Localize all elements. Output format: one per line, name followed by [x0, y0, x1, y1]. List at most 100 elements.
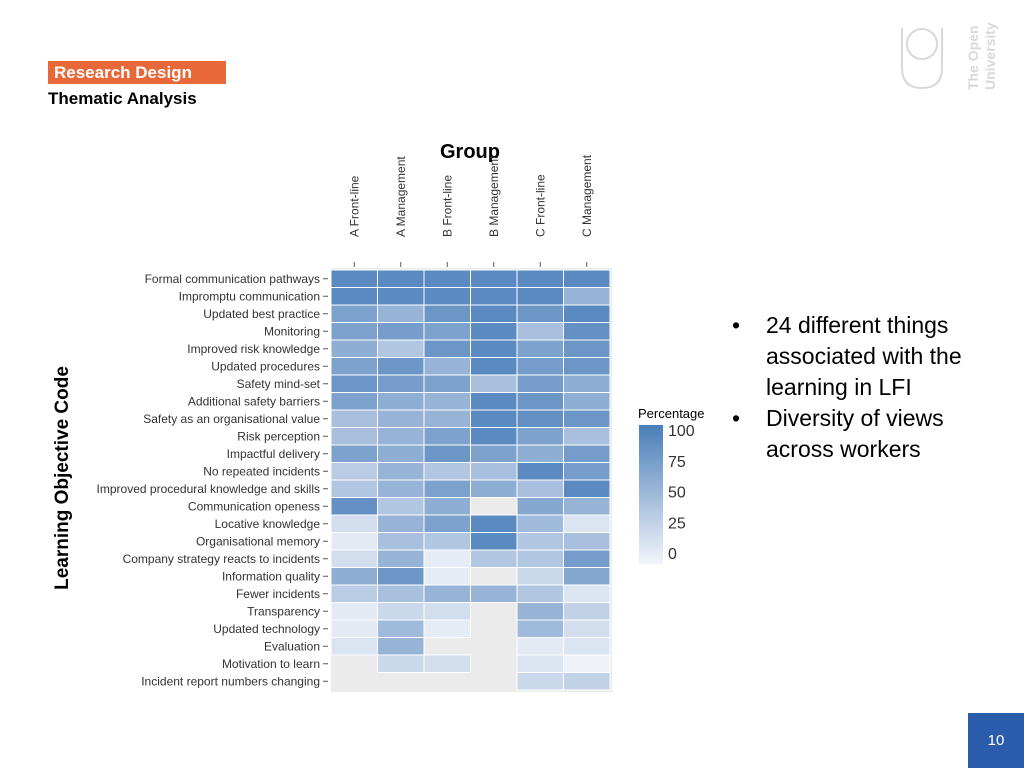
- heatmap-cell: [470, 392, 518, 411]
- x-tick-label: A Front-line: [347, 175, 361, 237]
- y-tick-label: Fewer incidents: [236, 587, 320, 601]
- section-label: Research Design: [48, 61, 226, 84]
- heatmap-cell: [423, 427, 471, 446]
- heatmap-cell: [563, 269, 611, 288]
- heatmap-cell: [377, 409, 425, 428]
- heatmap-cell: [563, 619, 611, 638]
- heatmap-cell: [377, 444, 425, 463]
- x-tick-labels: A Front-line A Management B Front-line B Ma…: [347, 154, 594, 267]
- heatmap-cell: [377, 287, 425, 306]
- heatmap-cell: [330, 409, 378, 428]
- heatmap-cell: [330, 584, 378, 603]
- legend-title: Percentage: [638, 406, 705, 421]
- heatmap-cell: [377, 584, 425, 603]
- heatmap-cell: [377, 322, 425, 341]
- heatmap-cell: [423, 444, 471, 463]
- y-tick-label: Updated procedures: [211, 359, 320, 373]
- heatmap-cell: [330, 357, 378, 376]
- bullet-text: 24 different things associated with the …: [766, 312, 962, 400]
- heatmap-cell: [516, 357, 564, 376]
- heatmap-cell: [516, 619, 564, 638]
- heatmap-cell: [377, 549, 425, 568]
- heatmap-cell: [470, 269, 518, 288]
- heatmap-cell: [330, 619, 378, 638]
- y-tick-label: Improved procedural knowledge and skills: [97, 482, 320, 496]
- heatmap-cell: [563, 339, 611, 358]
- y-tick-label: Risk perception: [237, 429, 320, 443]
- x-tick-label: A Management: [394, 156, 408, 237]
- y-tick-label: Organisational memory: [196, 534, 320, 548]
- heatmap-chart: Group Learning Objective Code A Front-li…: [52, 141, 705, 692]
- heatmap-cell: [563, 479, 611, 498]
- heatmap-cell: [563, 322, 611, 341]
- y-tick-label: Communication openess: [188, 499, 320, 513]
- heatmap-cell: [330, 444, 378, 463]
- legend-color-bar: [639, 425, 663, 565]
- heatmap-cell: [563, 462, 611, 481]
- y-tick-label: Impactful delivery: [227, 447, 320, 461]
- heatmap-cell: [330, 497, 378, 516]
- heatmap-cell: [423, 462, 471, 481]
- heatmap-cell: [516, 409, 564, 428]
- heatmap-cell: [330, 339, 378, 358]
- y-tick-label: Evaluation: [264, 639, 320, 653]
- heatmap-cell: [470, 462, 518, 481]
- heatmap-cell: [470, 339, 518, 358]
- heatmap-cell: [516, 392, 564, 411]
- y-axis-label: Learning Objective Code: [52, 366, 73, 590]
- heatmap-cell: [330, 427, 378, 446]
- heatmap-cell: [377, 654, 425, 673]
- y-tick-label: Motivation to learn: [222, 657, 320, 671]
- heatmap-cell: [563, 654, 611, 673]
- heatmap-cell: [470, 532, 518, 551]
- heatmap-cell: [470, 514, 518, 533]
- legend-tick-label: 100: [668, 423, 695, 440]
- heatmap-cell: [330, 287, 378, 306]
- y-tick-label: Monitoring: [264, 324, 320, 338]
- heatmap-cell: [423, 584, 471, 603]
- heatmap-cell: [516, 427, 564, 446]
- heatmap-cell: [330, 514, 378, 533]
- heatmap-cell: [330, 304, 378, 323]
- heatmap-cell: [377, 602, 425, 621]
- heatmap-cell: [470, 444, 518, 463]
- heatmap-cell: [563, 287, 611, 306]
- y-tick-label: Formal communication pathways: [145, 272, 320, 286]
- heatmap-cell: [563, 374, 611, 393]
- heatmap-cell: [516, 322, 564, 341]
- heatmap-cell: [330, 602, 378, 621]
- heatmap-cell: [330, 637, 378, 656]
- y-tick-label: Improved risk knowledge: [187, 342, 320, 356]
- bullet-item: • Diversity of views across workers: [732, 403, 1002, 465]
- y-tick-label: Safety as an organisational value: [143, 412, 320, 426]
- logo-line-1: The Open: [965, 25, 981, 90]
- open-university-logo-icon: The Open University: [901, 22, 998, 90]
- y-tick-label: No repeated incidents: [203, 464, 320, 478]
- legend-tick-label: 0: [668, 546, 677, 563]
- heatmap-cell: [423, 532, 471, 551]
- bullet-icon: •: [732, 405, 741, 431]
- bullet-icon: •: [732, 312, 741, 338]
- heatmap-cell: [516, 444, 564, 463]
- heatmap-cell: [377, 479, 425, 498]
- chart-title: Group: [440, 141, 500, 163]
- heatmap-cell: [377, 269, 425, 288]
- heatmap-cell: [423, 392, 471, 411]
- x-tick-label: C Front-line: [533, 174, 547, 237]
- x-tick-label: B Management: [487, 155, 501, 237]
- heatmap-cell: [516, 654, 564, 673]
- heatmap-cell: [423, 357, 471, 376]
- y-tick-label: Impromptu communication: [179, 289, 320, 303]
- heatmap-cell: [563, 514, 611, 533]
- heatmap-cell: [423, 339, 471, 358]
- heatmap-cell: [423, 654, 471, 673]
- heatmap-cell: [377, 619, 425, 638]
- heatmap-cell: [516, 374, 564, 393]
- heatmap-cell: [470, 357, 518, 376]
- heatmap-cell: [563, 532, 611, 551]
- heatmap-cell: [516, 602, 564, 621]
- heatmap-cell: [423, 567, 471, 586]
- heatmap-cell: [516, 304, 564, 323]
- heatmap-cell: [470, 409, 518, 428]
- legend-tick-label: 75: [668, 454, 686, 471]
